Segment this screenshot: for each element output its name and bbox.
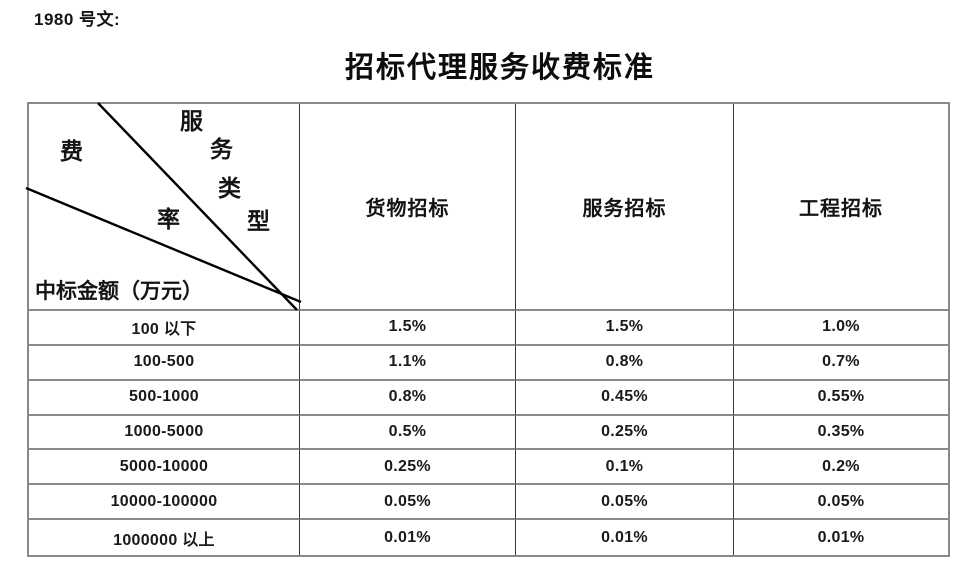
fee-standard-table: 服 务 类 型 费 率 中标金额（万元） 货物招标 服务招标 工程招标 100 … [25, 102, 950, 557]
table-cell: 1.5% [300, 311, 516, 346]
row-label: 10000-100000 [29, 485, 300, 521]
diagonal-divider-lines [25, 102, 302, 311]
table-cell: 0.2% [734, 450, 948, 486]
corner-col-axis-char: 务 [210, 137, 233, 162]
table-cell: 0.7% [734, 346, 948, 381]
table-cell: 0.01% [516, 520, 734, 555]
row-label: 5000-10000 [29, 450, 300, 486]
document-number-label: 1980 号文: [34, 10, 121, 29]
corner-header-cell: 服 务 类 型 费 率 中标金额（万元） [25, 102, 302, 311]
table-cell: 0.25% [300, 450, 516, 486]
table-cell: 1.5% [516, 311, 734, 346]
corner-col-axis-char: 型 [247, 209, 270, 234]
corner-col-axis-char: 服 [180, 109, 203, 134]
table-cell: 0.05% [516, 485, 734, 521]
table-cell: 1.1% [300, 345, 516, 381]
column-header-goods: 货物招标 [300, 104, 516, 311]
row-label: 500-1000 [29, 380, 300, 416]
table-cell: 0.05% [300, 485, 516, 521]
table-cell: 0.35% [734, 416, 948, 451]
corner-value-axis-char: 费 [60, 139, 83, 164]
column-header-engineering: 工程招标 [734, 104, 948, 311]
corner-row-axis-label: 中标金额（万元） [35, 279, 203, 303]
table-cell: 0.1% [516, 450, 734, 486]
row-label: 1000000 以上 [29, 520, 300, 555]
corner-col-axis-char: 类 [218, 176, 241, 201]
page-title: 招标代理服务收费标准 [344, 52, 655, 84]
table-cell: 0.45% [516, 380, 734, 416]
table-cell: 0.01% [300, 520, 516, 555]
table-cell: 0.8% [516, 345, 734, 381]
table-cell: 0.05% [734, 485, 948, 521]
corner-value-axis-char: 率 [157, 207, 180, 232]
table-cell: 0.8% [300, 380, 516, 416]
row-label: 1000-5000 [29, 415, 300, 451]
table-cell: 1.0% [734, 311, 948, 346]
table-cell: 0.25% [516, 415, 734, 451]
table-cell: 0.5% [300, 415, 516, 451]
table-cell: 0.01% [817, 528, 865, 546]
table-cell: 0.55% [734, 381, 948, 416]
column-header-services: 服务招标 [516, 104, 734, 311]
row-label: 100 以下 [29, 311, 300, 346]
row-label: 100-500 [29, 345, 300, 381]
